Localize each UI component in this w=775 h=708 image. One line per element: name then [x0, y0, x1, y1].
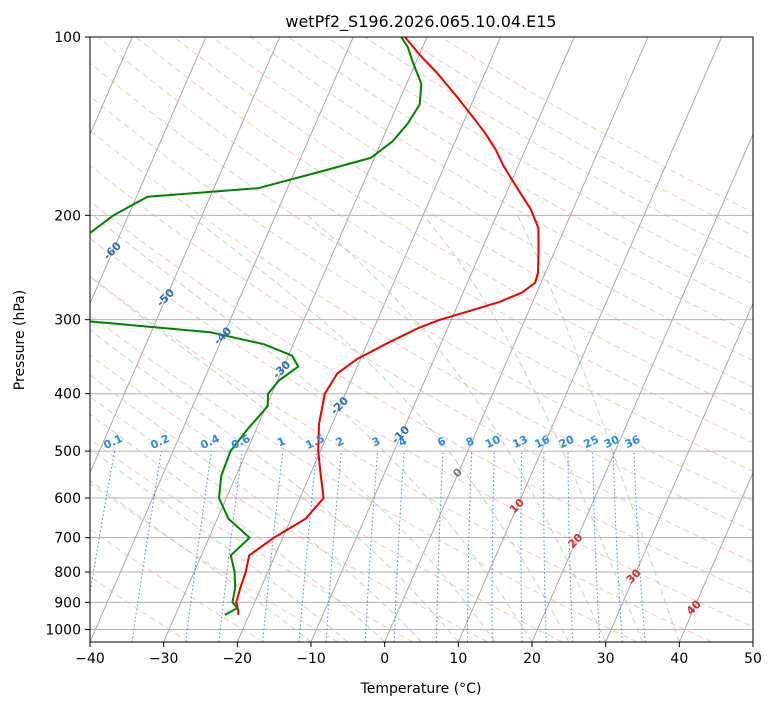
dry-adiabat: [90, 129, 753, 532]
moist-adiabat: [90, 479, 312, 642]
moist-adiabat: [90, 276, 496, 642]
mixing-ratio-line: [131, 451, 162, 642]
moist-adiabat: [92, 214, 533, 642]
moist-adiabat: [90, 448, 349, 642]
dry-adiabat: [90, 314, 638, 642]
y-tick-label: 1000: [45, 622, 81, 638]
y-tick-label: 300: [54, 313, 81, 329]
x-tick-label: 40: [670, 651, 688, 667]
mixing-ratio-label: 13: [511, 433, 530, 451]
moist-adiabat: [306, 214, 607, 642]
y-tick-label: 700: [54, 531, 81, 547]
x-axis-label: Temperature (°C): [360, 681, 482, 697]
isotherm-line: [90, 37, 354, 642]
dry-adiabat: [90, 275, 712, 642]
isotherm-line: [605, 302, 753, 642]
isotherm-line: [310, 37, 575, 642]
y-axis-label: Pressure (hPa): [12, 290, 28, 390]
mixing-ratio-lines: [90, 451, 646, 642]
isotherm-line: [531, 132, 753, 642]
dry-adiabat: [90, 62, 753, 472]
x-tick-label: −10: [296, 651, 326, 667]
chart-title: wetPf2_S196.2026.065.10.04.E15: [285, 12, 556, 32]
moist-adiabat: [90, 413, 386, 642]
mixing-ratio-line: [325, 451, 342, 642]
dry-adiabat: [135, 37, 753, 416]
y-axis: 100 200 300 400 500 600 700 800 900 1000: [45, 30, 90, 638]
mixing-ratio-label: 20: [557, 433, 577, 451]
dry-adiabat: [90, 164, 753, 563]
dry-adiabat: [90, 482, 339, 642]
profiles: [90, 37, 540, 616]
isotherm-line: [163, 37, 428, 642]
temperature-profile: [235, 37, 540, 615]
y-tick-label: 100: [54, 30, 81, 46]
mixing-ratio-label: 10: [483, 433, 503, 451]
mixing-ratio-line: [218, 451, 243, 642]
isotherm-line: [457, 37, 723, 642]
mixing-ratio-label: 16: [533, 433, 553, 451]
y-tick-label: 500: [54, 444, 81, 460]
isobar-grid: [90, 37, 753, 630]
isotherm-line: [384, 37, 649, 642]
mixing-ratio-line: [185, 451, 212, 642]
moist-adiabat: [517, 215, 680, 642]
dewpoint-profile: [90, 37, 423, 616]
x-tick-label: 30: [597, 651, 615, 667]
isotherm-line: [236, 37, 502, 642]
isotherm-line: [90, 37, 207, 305]
dry-adiabat: [326, 37, 753, 285]
x-tick-label: −20: [223, 651, 253, 667]
x-tick-label: 10: [449, 651, 467, 667]
plot-frame: [89, 36, 754, 643]
mixing-ratio-label: 30: [602, 433, 622, 451]
x-tick-label: −40: [75, 651, 105, 667]
dry-adiabat: [90, 95, 753, 502]
y-tick-label: 400: [54, 387, 81, 403]
isotherm-grid: [90, 37, 753, 642]
plot-area: -100-90-80-70-60-50-40-30-20-10010203040…: [90, 37, 753, 642]
dry-adiabat: [211, 37, 753, 362]
moist-adiabat: [423, 214, 643, 642]
dry-adiabat: [288, 37, 753, 310]
x-tick-label: 50: [744, 651, 762, 667]
mixing-ratio-label: 25: [582, 433, 601, 451]
dry-adiabat: [90, 200, 753, 595]
isotherm-line: [678, 471, 753, 642]
mixing-ratio-line: [298, 451, 318, 642]
dry-adiabats: [90, 37, 753, 642]
y-tick-label: 600: [54, 491, 81, 507]
moist-adiabat: [90, 374, 422, 642]
isotherm-line: [90, 37, 281, 474]
y-tick-label: 200: [54, 208, 81, 224]
y-tick-label: 800: [54, 565, 81, 581]
x-tick-label: 20: [523, 651, 541, 667]
mixing-ratio-label: 36: [623, 433, 643, 451]
dry-adiabat: [90, 354, 563, 642]
dry-adiabat: [173, 37, 753, 388]
x-tick-label: 0: [380, 651, 389, 667]
y-tick-label: 900: [54, 595, 81, 611]
x-axis: −40 −30 −20 −10 0 10 20 30 40 50: [75, 642, 762, 667]
x-tick-label: −30: [149, 651, 179, 667]
moist-adiabat: [90, 329, 459, 642]
dry-adiabat: [90, 237, 753, 628]
mixing-ratio-line: [262, 451, 284, 642]
